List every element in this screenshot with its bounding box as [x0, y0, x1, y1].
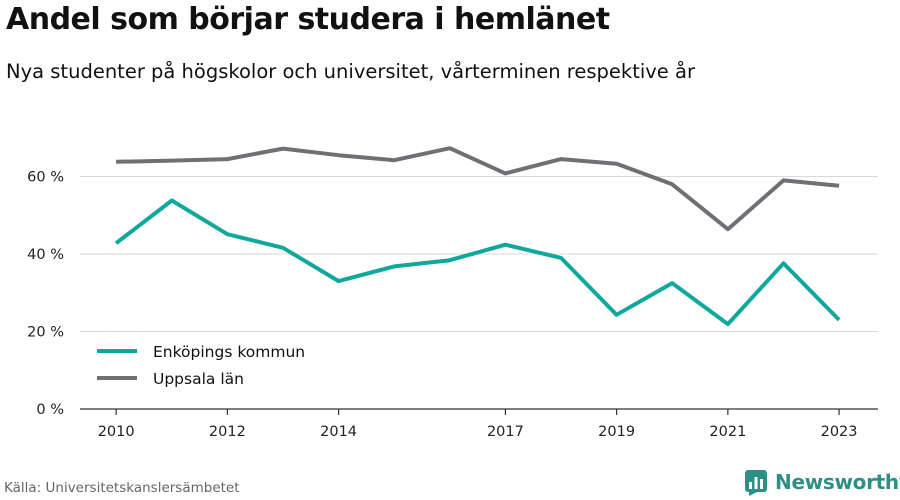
legend: Enköpings kommun Uppsala län	[97, 343, 305, 388]
chart-subtitle: Nya studenter på högskolor och universit…	[6, 60, 695, 83]
y-axis-ticks: 0 % 20 % 40 % 60 %	[27, 170, 64, 419]
source-note: Källa: Universitetskanslersämbetet	[4, 480, 240, 496]
line-chart: 0 % 20 % 40 % 60 % 2010 2012 2014 2017 2019 2021…	[27, 146, 878, 440]
series-line-enk-pings-kommun	[114, 198, 841, 327]
legend-label: Enköpings kommun	[153, 343, 305, 361]
x-axis-ticks: 2010 2012 2014 2017 2019 2021 2023	[98, 409, 858, 440]
brand-name: Newsworthy	[775, 470, 900, 494]
series-lines	[114, 146, 841, 327]
y-tick-label: 20 %	[27, 325, 64, 341]
legend-label: Uppsala län	[153, 370, 244, 388]
x-tick-label: 2010	[98, 424, 135, 440]
x-tick-label: 2014	[320, 424, 357, 440]
series-line-uppsala-l-n	[116, 146, 840, 232]
newsworthy-logo-icon	[745, 470, 767, 496]
x-tick-label: 2023	[821, 424, 858, 440]
y-tick-label: 0 %	[36, 402, 64, 418]
y-tick-label: 40 %	[27, 247, 64, 263]
brand-logo: Newsworthy	[745, 468, 900, 496]
y-tick-label: 60 %	[27, 170, 64, 186]
x-tick-label: 2019	[598, 424, 635, 440]
x-tick-label: 2012	[209, 424, 246, 440]
x-tick-label: 2021	[709, 424, 746, 440]
chart-title: Andel som börjar studera i hemlänet	[6, 2, 610, 37]
x-tick-label: 2017	[487, 424, 524, 440]
